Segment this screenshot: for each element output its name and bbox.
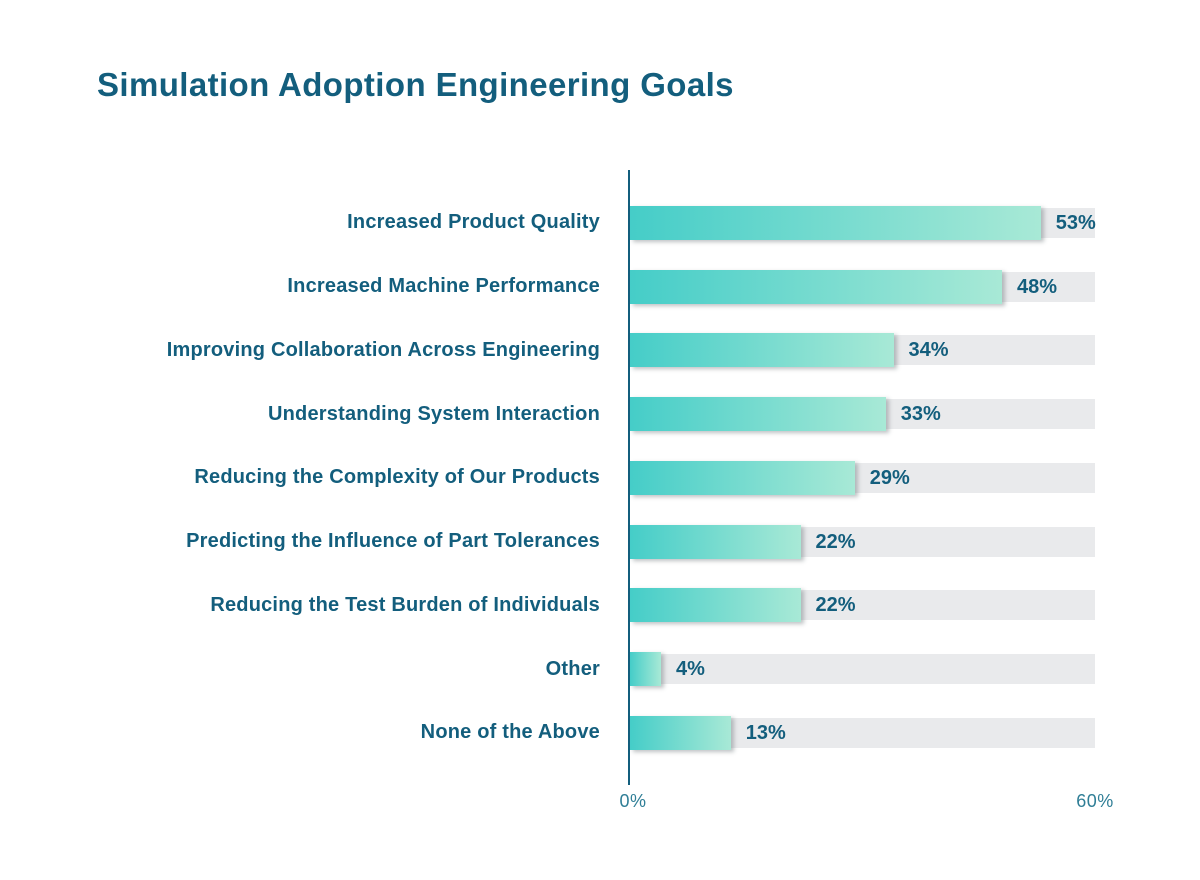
value-label: 22% xyxy=(815,594,856,617)
category-label: Other xyxy=(545,657,600,680)
bar-track: 48% xyxy=(630,269,1095,304)
chart-row: Reducing the Complexity of Our Products 2… xyxy=(0,446,1095,510)
chart-rows: Increased Product Quality 53% Increased Ma… xyxy=(0,191,1096,765)
chart-row: Other 4% xyxy=(0,637,1095,701)
value-label: 34% xyxy=(908,339,949,362)
bar-track: 22% xyxy=(630,524,1095,559)
category-label: None of the Above xyxy=(420,721,600,744)
chart-row: Understanding System Interaction 33% xyxy=(0,382,1095,446)
category-label: Reducing the Test Burden of Individuals xyxy=(210,593,600,616)
bar-track: 4% xyxy=(630,652,1095,687)
bar xyxy=(630,333,894,368)
bar xyxy=(630,524,801,559)
bar xyxy=(630,715,731,750)
x-axis-tick-max: 60% xyxy=(1076,791,1114,811)
chart-row: Predicting the Influence of Part Toleran… xyxy=(0,510,1095,574)
bar-track: 22% xyxy=(630,588,1095,623)
x-axis-tick-min: 0% xyxy=(619,791,647,811)
chart-row: Reducing the Test Burden of Individuals 2… xyxy=(0,574,1095,638)
y-axis-line xyxy=(628,170,630,785)
chart-row: Increased Product Quality 53% xyxy=(0,191,1096,255)
value-label: 29% xyxy=(869,466,910,489)
page-title: Simulation Adoption Engineering Goals xyxy=(97,66,734,103)
chart-row: Improving Collaboration Across Engineeri… xyxy=(0,319,1095,383)
bar xyxy=(630,397,886,432)
value-label: 4% xyxy=(676,658,705,681)
bar-track: 13% xyxy=(630,715,1095,750)
value-label: 48% xyxy=(1017,275,1058,298)
bar-track: 29% xyxy=(630,460,1095,495)
value-label: 33% xyxy=(900,403,941,426)
category-label: Improving Collaboration Across Engineeri… xyxy=(166,338,600,361)
bar-track: 34% xyxy=(630,333,1095,368)
bar xyxy=(630,588,801,623)
bar xyxy=(630,652,661,687)
bar xyxy=(630,205,1041,240)
bar xyxy=(630,269,1002,304)
bar-track: 33% xyxy=(630,397,1095,432)
category-label: Reducing the Complexity of Our Products xyxy=(194,466,600,489)
category-label: Increased Product Quality xyxy=(347,211,600,234)
category-label: Understanding System Interaction xyxy=(267,402,600,425)
value-label: 13% xyxy=(745,721,786,744)
category-label: Increased Machine Performance xyxy=(287,275,600,298)
value-label: 22% xyxy=(815,530,856,553)
category-label: Predicting the Influence of Part Toleran… xyxy=(186,530,600,553)
value-label: 53% xyxy=(1055,211,1096,234)
bar-track: 53% xyxy=(630,205,1096,240)
chart-row: Increased Machine Performance 48% xyxy=(0,255,1095,319)
bar xyxy=(630,460,855,495)
chart-row: None of the Above 13% xyxy=(0,701,1095,765)
